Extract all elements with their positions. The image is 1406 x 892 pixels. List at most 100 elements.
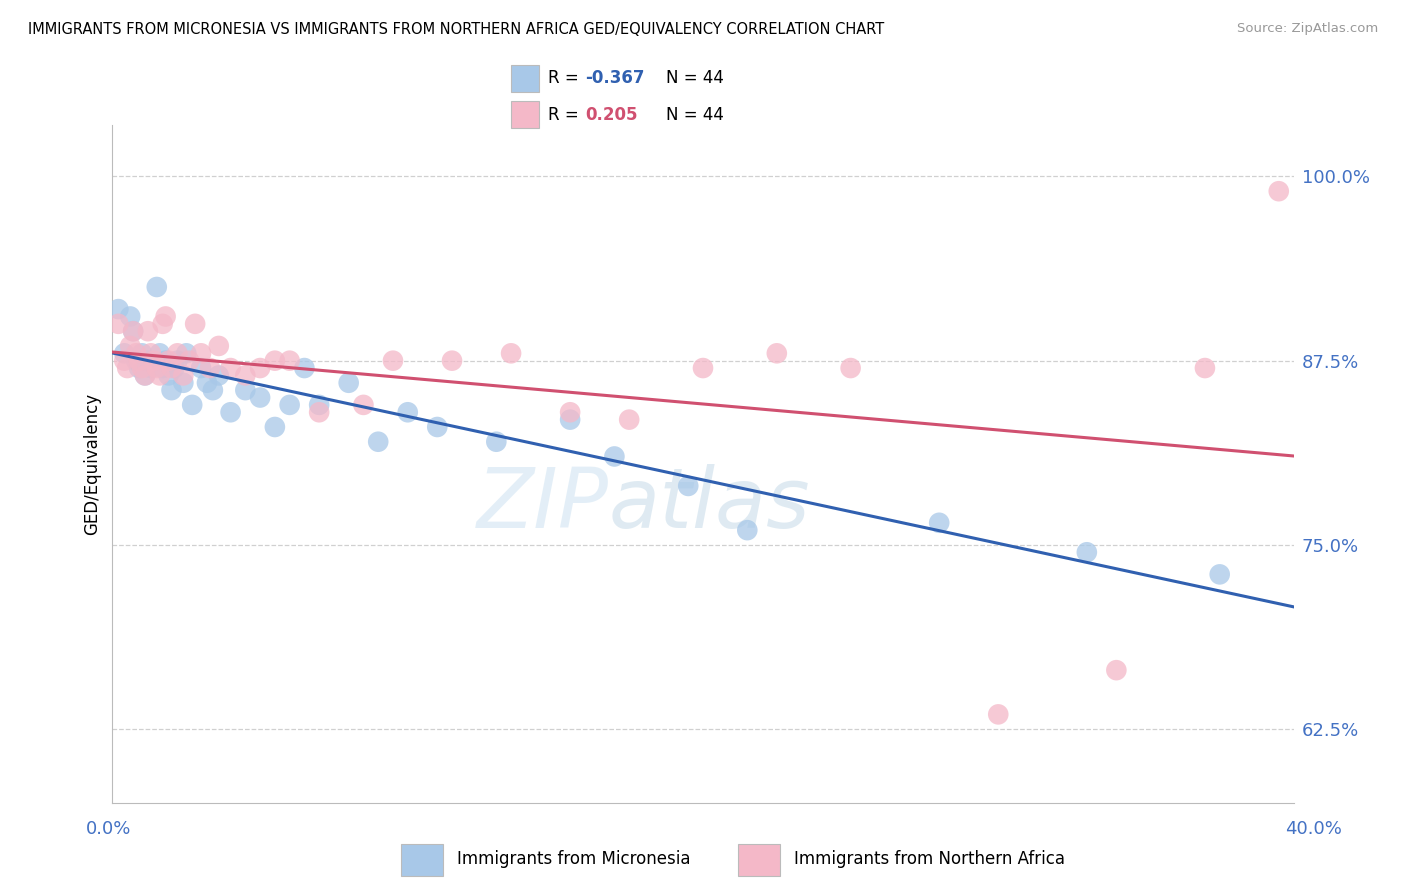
Point bbox=[219, 405, 242, 419]
Point bbox=[678, 479, 700, 493]
Point bbox=[107, 317, 129, 331]
Point bbox=[146, 280, 169, 294]
Text: N = 44: N = 44 bbox=[666, 69, 724, 87]
Point bbox=[195, 376, 218, 390]
Point bbox=[367, 434, 389, 449]
Point bbox=[152, 317, 174, 331]
Point bbox=[155, 353, 177, 368]
Point bbox=[426, 420, 449, 434]
Point bbox=[166, 346, 188, 360]
Point bbox=[160, 361, 183, 376]
Point bbox=[382, 353, 405, 368]
Point bbox=[208, 339, 231, 353]
Point bbox=[603, 450, 626, 464]
Point bbox=[142, 353, 165, 368]
Point bbox=[139, 346, 162, 360]
Point bbox=[278, 353, 301, 368]
Point bbox=[264, 353, 287, 368]
Point bbox=[136, 353, 159, 368]
FancyBboxPatch shape bbox=[401, 844, 443, 876]
Text: ZIP: ZIP bbox=[477, 464, 609, 545]
Point bbox=[157, 368, 180, 383]
Point bbox=[1105, 663, 1128, 677]
Point bbox=[166, 353, 188, 368]
Point bbox=[249, 361, 271, 376]
Point bbox=[308, 405, 330, 419]
FancyBboxPatch shape bbox=[510, 101, 540, 128]
Point bbox=[1268, 184, 1291, 198]
Point bbox=[128, 353, 150, 368]
Point bbox=[179, 353, 201, 368]
Y-axis label: GED/Equivalency: GED/Equivalency bbox=[83, 392, 101, 535]
Text: -0.367: -0.367 bbox=[585, 69, 645, 87]
Point bbox=[134, 368, 156, 383]
Point bbox=[619, 412, 641, 426]
FancyBboxPatch shape bbox=[510, 64, 540, 92]
Point bbox=[233, 383, 256, 397]
Point bbox=[249, 391, 271, 405]
Point bbox=[107, 302, 129, 317]
Point bbox=[131, 346, 153, 360]
Point bbox=[766, 346, 789, 360]
Point bbox=[441, 353, 464, 368]
Point bbox=[112, 353, 135, 368]
Point bbox=[125, 353, 148, 368]
Point bbox=[928, 516, 950, 530]
Text: R =: R = bbox=[548, 69, 583, 87]
Text: Immigrants from Micronesia: Immigrants from Micronesia bbox=[457, 849, 690, 868]
Point bbox=[184, 317, 207, 331]
Text: 40.0%: 40.0% bbox=[1285, 820, 1341, 838]
Point bbox=[122, 324, 145, 338]
Text: Source: ZipAtlas.com: Source: ZipAtlas.com bbox=[1237, 22, 1378, 36]
Point bbox=[1208, 567, 1232, 582]
Point bbox=[278, 398, 301, 412]
Point bbox=[396, 405, 419, 419]
Point bbox=[120, 339, 142, 353]
Point bbox=[160, 383, 183, 397]
Point bbox=[128, 361, 150, 376]
Point bbox=[155, 310, 177, 324]
Point bbox=[146, 361, 169, 376]
Point bbox=[190, 361, 212, 376]
FancyBboxPatch shape bbox=[738, 844, 780, 876]
Point bbox=[352, 398, 374, 412]
Point bbox=[149, 346, 172, 360]
Point bbox=[264, 420, 287, 434]
Point bbox=[139, 361, 162, 376]
Point bbox=[485, 434, 508, 449]
Point bbox=[136, 324, 159, 338]
Point bbox=[172, 368, 194, 383]
Text: IMMIGRANTS FROM MICRONESIA VS IMMIGRANTS FROM NORTHERN AFRICA GED/EQUIVALENCY CO: IMMIGRANTS FROM MICRONESIA VS IMMIGRANTS… bbox=[28, 22, 884, 37]
Point bbox=[120, 310, 142, 324]
Point bbox=[131, 361, 153, 376]
Point bbox=[558, 405, 582, 419]
Text: 0.0%: 0.0% bbox=[86, 820, 131, 838]
Point bbox=[233, 368, 256, 383]
Point bbox=[737, 523, 759, 537]
Point bbox=[201, 383, 224, 397]
Point bbox=[174, 346, 197, 360]
Point bbox=[558, 412, 582, 426]
Point bbox=[1194, 361, 1216, 376]
Point bbox=[152, 361, 174, 376]
Text: atlas: atlas bbox=[609, 464, 810, 545]
Text: N = 44: N = 44 bbox=[666, 105, 724, 123]
Point bbox=[117, 361, 138, 376]
Point bbox=[337, 376, 360, 390]
Point bbox=[292, 361, 315, 376]
Point bbox=[172, 376, 194, 390]
Point bbox=[157, 353, 180, 368]
Point bbox=[163, 361, 186, 376]
Point bbox=[692, 361, 714, 376]
Point bbox=[501, 346, 523, 360]
Point bbox=[112, 346, 135, 360]
Point bbox=[181, 398, 204, 412]
Point bbox=[308, 398, 330, 412]
Point bbox=[190, 346, 212, 360]
Point bbox=[125, 346, 148, 360]
Point bbox=[987, 707, 1010, 722]
Text: R =: R = bbox=[548, 105, 583, 123]
Text: Immigrants from Northern Africa: Immigrants from Northern Africa bbox=[794, 849, 1066, 868]
Point bbox=[208, 368, 231, 383]
Point bbox=[198, 361, 221, 376]
